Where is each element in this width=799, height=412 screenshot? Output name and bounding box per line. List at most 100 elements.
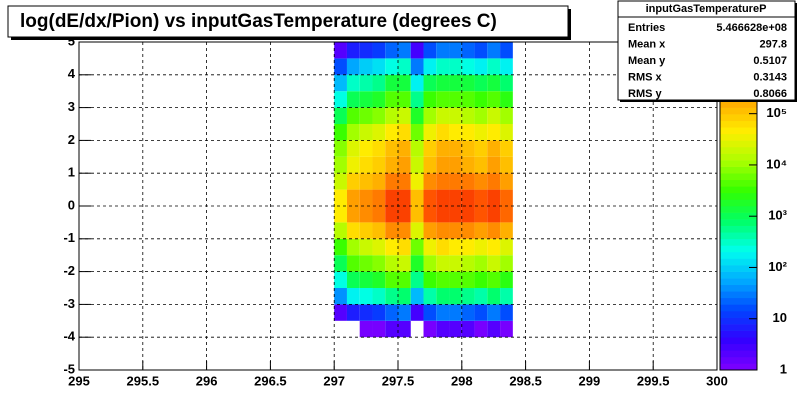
heatmap-cell	[487, 288, 501, 305]
heatmap-cell	[372, 74, 386, 92]
heatmap-cell	[398, 124, 411, 141]
heatmap-cell	[410, 271, 424, 288]
heatmap-cell	[423, 238, 437, 256]
heatmap-cell	[398, 206, 411, 223]
heatmap-cell	[436, 74, 450, 92]
colorbar-segment	[720, 232, 757, 240]
heatmap-cell	[385, 222, 398, 239]
heatmap-cell	[334, 271, 347, 288]
heatmap-cell	[474, 238, 488, 256]
heatmap-cell	[398, 156, 411, 174]
colorbar-segment	[720, 127, 757, 135]
heatmap-cell	[487, 91, 501, 108]
heatmap-cell	[346, 271, 360, 288]
heatmap-cell	[487, 320, 501, 338]
heatmap-cell	[410, 58, 424, 75]
heatmap-cell	[372, 206, 386, 223]
heatmap-cell	[500, 58, 513, 75]
colorbar-segment	[720, 271, 757, 279]
colorbar-tick-label: 10	[773, 310, 787, 325]
heatmap-cell	[474, 320, 488, 338]
heatmap-cell	[436, 206, 450, 223]
heatmap-cell	[372, 255, 386, 272]
x-tick-label: 297	[323, 373, 345, 388]
heatmap-cell	[372, 304, 386, 321]
heatmap-cell	[449, 140, 462, 157]
heatmap-cell	[461, 42, 475, 59]
heatmap-cell	[461, 173, 475, 190]
heatmap-cell	[474, 42, 488, 59]
x-tick-label: 299	[579, 373, 601, 388]
heatmap-cell	[423, 271, 437, 288]
heatmap-cell	[385, 320, 398, 338]
heatmap-cell	[474, 206, 488, 223]
heatmap-cell	[334, 58, 347, 75]
heatmap-cell	[500, 206, 513, 223]
heatmap-cell	[487, 140, 501, 157]
stats-value: 0.3143	[753, 71, 787, 83]
heatmap-cell	[346, 107, 360, 124]
y-tick-label: 0	[68, 197, 75, 212]
y-tick-label: -2	[63, 263, 75, 278]
colorbar-segment	[720, 166, 757, 174]
heatmap-cell	[385, 173, 398, 190]
heatmap-cell	[436, 91, 450, 108]
heatmap-cell	[436, 124, 450, 141]
heatmap-cell	[461, 74, 475, 92]
heatmap-cell	[500, 42, 513, 59]
heatmap-cell	[487, 58, 501, 75]
y-tick-label: -3	[63, 296, 75, 311]
heatmap-cell	[474, 91, 488, 108]
heatmap-cell	[423, 288, 437, 305]
heatmap-cell	[423, 206, 437, 223]
colorbar-tick-label: 10⁵	[766, 105, 787, 120]
heatmap-cell	[436, 304, 450, 321]
y-tick-label: -1	[63, 230, 75, 245]
heatmap-cell	[372, 288, 386, 305]
heatmap-cell	[423, 124, 437, 141]
y-tick-label: 5	[68, 33, 75, 48]
heatmap-cell	[500, 222, 513, 239]
heatmap-cell	[385, 238, 398, 256]
heatmap-cell	[461, 238, 475, 256]
heatmap-cell	[461, 206, 475, 223]
heatmap-cell	[334, 222, 347, 239]
heatmap-cell	[500, 140, 513, 157]
heatmap-cell	[346, 189, 360, 206]
heatmap-cell	[449, 238, 462, 256]
colorbar-segment	[720, 245, 757, 253]
heatmap-cell	[474, 156, 488, 174]
heatmap-cell	[474, 288, 488, 305]
heatmap-cell	[449, 222, 462, 239]
colorbar-segment	[720, 324, 757, 331]
heatmap-cell	[423, 173, 437, 190]
heatmap-cell	[385, 189, 398, 206]
colorbar-segment	[720, 258, 757, 266]
x-tick-label: 296.5	[254, 373, 287, 388]
heatmap-cell	[449, 91, 462, 108]
heatmap-cell	[398, 173, 411, 190]
heatmap-cell	[449, 74, 462, 92]
heatmap-cell	[500, 173, 513, 190]
colorbar-segment	[720, 140, 757, 148]
colorbar-segment	[720, 186, 757, 194]
heatmap-cell	[372, 173, 386, 190]
heatmap-cell	[423, 107, 437, 124]
heatmap-cell	[449, 189, 462, 206]
heatmap-cell	[398, 189, 411, 206]
heatmap-cell	[359, 320, 373, 338]
heatmap-cell	[372, 42, 386, 59]
heatmap-cell	[372, 189, 386, 206]
heatmap-cell	[372, 156, 386, 174]
heatmap-cell	[410, 222, 424, 239]
colorbar-segment	[720, 219, 757, 226]
colorbar-segment	[720, 199, 757, 207]
x-tick-label: 299.5	[637, 373, 670, 388]
heatmap-cell	[398, 91, 411, 108]
colorbar-segment	[720, 114, 757, 122]
heatmap-cell	[372, 238, 386, 256]
y-tick-label: 3	[68, 99, 75, 114]
heatmap-cell	[410, 124, 424, 141]
heatmap-cell	[474, 255, 488, 272]
colorbar-segment	[720, 350, 757, 358]
